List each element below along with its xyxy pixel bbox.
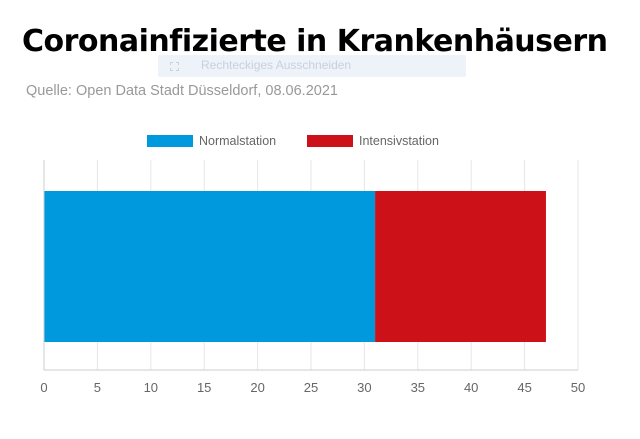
legend-label-normalstation: Normalstation [199,134,277,148]
legend-swatch-intensivstation [307,135,353,147]
chart-subtitle: Quelle: Open Data Stadt Düsseldorf, 08.0… [26,83,338,99]
bar-intensivstation [375,191,546,342]
x-tick-label-50: 50 [571,380,585,395]
x-tick-label-0: 0 [40,380,47,395]
dashed-rectangle-icon [170,62,179,71]
x-tick-label-45: 45 [517,380,531,395]
bar-normalstation [44,191,376,342]
legend-label-intensivstation: Intensivstation [359,134,439,148]
x-tick-label-40: 40 [464,380,478,395]
chart-title: Coronainfizierte in Krankenhäusern [22,24,608,59]
legend-item-normalstation[interactable]: Normalstation [147,131,276,151]
x-tick-label-20: 20 [250,380,264,395]
x-tick-label-30: 30 [357,380,371,395]
snipping-tooltip: Rechteckiges Ausschneiden [158,55,466,77]
snipping-tooltip-text: Rechteckiges Ausschneiden [201,58,352,72]
x-tick-label-35: 35 [411,380,425,395]
x-tick-label-25: 25 [304,380,318,395]
legend-item-intensivstation[interactable]: Intensivstation [307,131,439,151]
x-tick-label-15: 15 [197,380,211,395]
legend-swatch-normalstation [147,135,193,147]
x-tick-label-5: 5 [94,380,101,395]
x-tick-label-10: 10 [144,380,158,395]
